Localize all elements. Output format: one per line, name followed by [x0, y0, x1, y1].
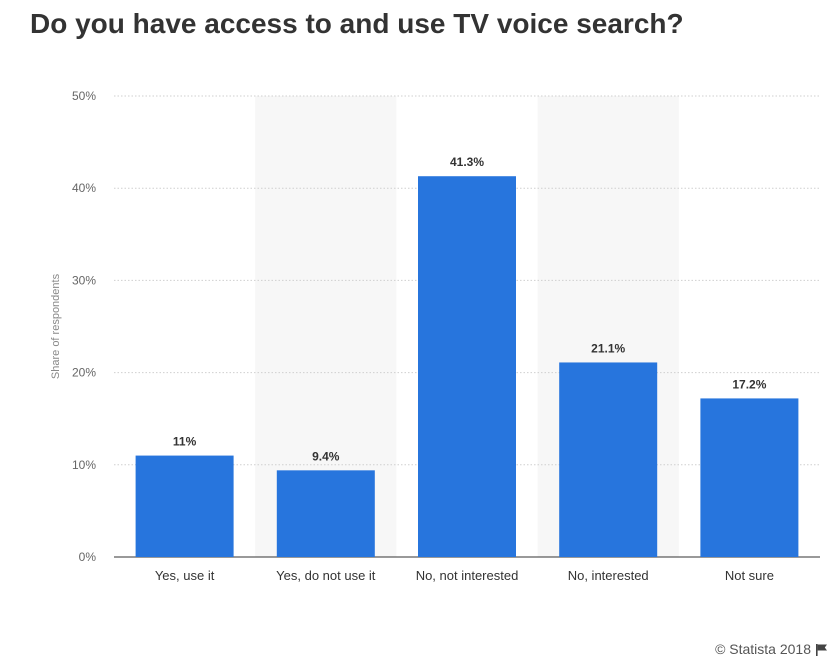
- bar-value-label: 17.2%: [732, 377, 766, 391]
- x-tick-label: Not sure: [725, 568, 774, 583]
- x-tick-label: No, not interested: [416, 568, 519, 583]
- bar[interactable]: [135, 455, 234, 557]
- y-tick-label: 50%: [72, 89, 96, 103]
- bar[interactable]: [700, 398, 799, 557]
- y-tick-label: 10%: [72, 458, 96, 472]
- bar[interactable]: [418, 176, 516, 558]
- y-axis-label: Share of respondents: [50, 273, 62, 379]
- copyright-text: © Statista 2018: [715, 641, 811, 657]
- bar-value-label: 41.3%: [450, 155, 484, 169]
- flag-icon[interactable]: [815, 643, 828, 656]
- y-tick-label: 0%: [79, 550, 97, 564]
- bar-value-label: 21.1%: [591, 341, 625, 355]
- x-tick-label: No, interested: [568, 568, 649, 583]
- y-tick-label: 20%: [72, 366, 96, 380]
- y-tick-label: 30%: [72, 273, 96, 287]
- x-tick-label: Yes, do not use it: [276, 568, 376, 583]
- y-tick-label: 40%: [72, 181, 96, 195]
- footer: © Statista 2018: [715, 641, 828, 657]
- bar[interactable]: [276, 470, 375, 557]
- x-tick-label: Yes, use it: [155, 568, 215, 583]
- bar[interactable]: [559, 362, 658, 557]
- bar-value-label: 9.4%: [312, 449, 340, 463]
- chart-title: Do you have access to and use TV voice s…: [30, 8, 684, 39]
- bar-value-label: 11%: [173, 435, 197, 449]
